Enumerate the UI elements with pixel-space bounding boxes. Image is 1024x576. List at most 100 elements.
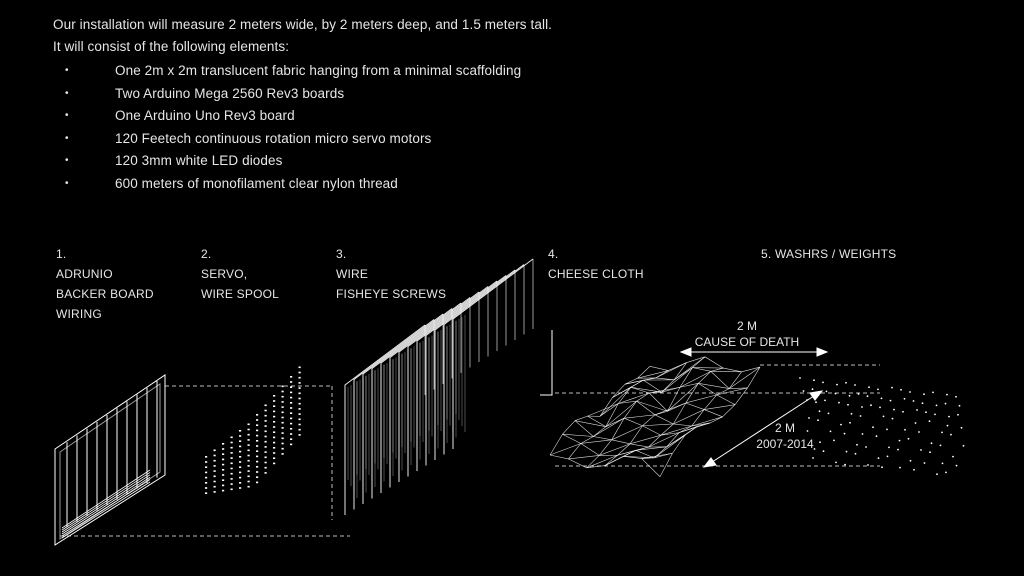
mesh-edge <box>661 367 693 393</box>
wire-frame <box>452 258 534 449</box>
mesh-edge <box>624 417 643 427</box>
mesh-edge <box>648 435 662 448</box>
weight-dot <box>932 391 934 394</box>
step-line: WIRE <box>336 267 369 281</box>
mesh-edge <box>641 458 661 477</box>
mesh-edge <box>741 366 761 373</box>
weight-dot <box>897 448 899 451</box>
weight-dot <box>904 428 906 431</box>
weight-dot <box>867 464 869 466</box>
servo-dot <box>222 458 225 461</box>
servo-dot <box>290 391 293 394</box>
wire-frame <box>540 330 553 396</box>
servo-dot <box>213 485 216 488</box>
servo-dot <box>205 482 208 484</box>
arrowhead-right-icon <box>816 347 829 357</box>
mesh-edge <box>684 425 698 436</box>
servo-dot <box>239 482 242 484</box>
weight-dot <box>936 473 938 476</box>
servo-dot <box>273 457 276 459</box>
dimension-width-label: 2 M CAUSE OF DEATH <box>672 318 822 350</box>
servo-dot <box>298 376 301 379</box>
mesh-edge <box>587 415 606 427</box>
weight-dot <box>923 462 926 464</box>
servo-dot <box>264 404 267 407</box>
mesh-edge <box>580 443 600 456</box>
servo-dot <box>290 422 293 425</box>
servo-dot <box>213 465 216 467</box>
servo-dot <box>298 423 301 426</box>
wire-frames <box>344 258 553 515</box>
servo-dot <box>281 427 284 429</box>
servo-dot <box>264 446 267 448</box>
weight-dot <box>957 413 959 416</box>
weight-dot <box>865 446 867 448</box>
dimension-value: 2 M <box>736 319 757 333</box>
mesh-edge <box>593 426 607 437</box>
mesh-edge <box>679 383 699 388</box>
step-line: WIRING <box>56 307 102 321</box>
mesh-edge <box>728 366 761 389</box>
servo-dot <box>298 397 301 400</box>
weight-dot <box>930 442 933 445</box>
servo-dot <box>239 471 242 474</box>
step-line: SERVO, <box>201 267 248 281</box>
mesh-edge <box>679 367 693 388</box>
servo-dot <box>247 465 250 467</box>
mesh-edge <box>710 371 730 389</box>
servo-dot <box>281 447 284 450</box>
mesh-edge <box>729 387 748 389</box>
mesh-edge <box>636 392 650 402</box>
servo-dot <box>273 447 276 449</box>
servo-dot <box>222 469 225 471</box>
mesh-edge <box>698 371 712 384</box>
servo-dot <box>264 435 267 438</box>
mesh-edge <box>629 443 649 448</box>
wire-frame <box>398 291 480 482</box>
weight-dot <box>939 444 942 447</box>
weight-dot <box>929 451 931 454</box>
intro-line-dimensions: Our installation will measure 2 meters w… <box>53 17 553 32</box>
connector-lines <box>60 364 880 537</box>
depth-arrow-line <box>705 391 821 467</box>
step-number: 2. <box>201 247 212 261</box>
servo-dot <box>264 409 267 412</box>
servo-dot <box>222 474 225 476</box>
servo-dot <box>256 445 259 447</box>
servo-dot <box>264 466 267 469</box>
step-arduino-label: 1. ADRUNIO BACKER BOARD WIRING <box>56 244 154 324</box>
servo-dot <box>256 440 259 442</box>
servo-dot <box>213 454 216 457</box>
dimension-lines <box>679 347 829 468</box>
list-item: • 600 meters of monofilament clear nylon … <box>53 173 673 196</box>
wire-frame <box>407 286 489 477</box>
mesh-edge <box>611 425 643 441</box>
dimension-value: 2 M <box>774 421 795 435</box>
weight-dot <box>840 423 842 426</box>
servo-dot <box>264 456 267 459</box>
servo-dot <box>230 452 233 454</box>
servo-dot <box>256 466 259 468</box>
mesh-edge <box>549 454 569 460</box>
mesh-edge <box>679 371 711 388</box>
servo-dot <box>222 484 225 487</box>
step-number: 3. <box>336 247 347 261</box>
mesh-edge <box>574 415 588 421</box>
mesh-edge <box>660 425 692 436</box>
servo-dot <box>239 440 242 442</box>
mesh-edge <box>673 402 687 425</box>
mesh-edge <box>642 414 656 426</box>
weight-dot <box>952 455 954 458</box>
wire-frame <box>344 324 426 515</box>
servo-dot <box>247 428 250 431</box>
mesh-edge <box>654 452 673 459</box>
servo-dot <box>281 401 284 403</box>
weight-dot <box>955 395 957 398</box>
weight-dot <box>819 441 821 444</box>
servo-dot <box>230 457 233 459</box>
servo-dot <box>290 386 293 388</box>
weight-dot <box>944 402 947 405</box>
servo-dot <box>230 436 233 439</box>
weight-dot <box>859 415 862 417</box>
servo-dot <box>264 461 267 464</box>
